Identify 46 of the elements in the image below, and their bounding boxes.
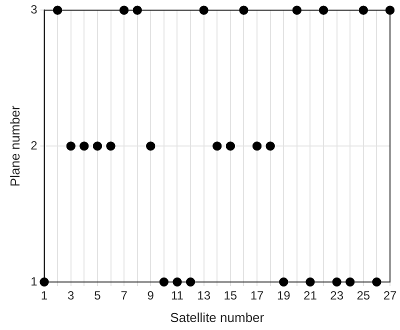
point [186, 278, 196, 286]
point [252, 142, 262, 151]
point [279, 278, 288, 286]
x-tick-label: 23 [330, 288, 344, 303]
point [306, 278, 315, 286]
y-tick-label: 3 [30, 2, 38, 17]
x-axis-title: Satellite number [170, 310, 265, 325]
point [319, 6, 328, 15]
y-axis-title: Plane number [7, 104, 22, 187]
point [199, 6, 208, 15]
point [53, 6, 62, 15]
point [372, 278, 382, 286]
x-tick-label: 3 [68, 288, 75, 303]
point [106, 142, 116, 151]
x-tick-label: 15 [224, 288, 238, 303]
point [146, 142, 156, 151]
point [332, 278, 342, 286]
x-tick-label: 9 [147, 288, 154, 303]
point [386, 6, 394, 15]
point [226, 142, 235, 151]
x-tick-label: 13 [197, 288, 211, 303]
point [358, 6, 368, 15]
point [132, 6, 142, 15]
x-tick-label: 7 [120, 288, 128, 303]
y-tick-label: 1 [30, 274, 38, 288]
x-tick-label: 11 [171, 288, 184, 303]
point [40, 278, 49, 286]
point [92, 142, 102, 151]
point [266, 142, 275, 151]
x-tick-label: 27 [383, 288, 397, 303]
point [120, 6, 129, 15]
x-tick-label: 19 [276, 288, 291, 303]
point [80, 142, 89, 151]
x-tick-label: 17 [250, 288, 264, 303]
point [66, 142, 76, 151]
y-tick-label: 2 [30, 138, 38, 152]
x-tick-label: 25 [356, 288, 370, 303]
point [346, 278, 355, 286]
point [212, 142, 222, 151]
point [159, 278, 168, 286]
point [172, 278, 182, 286]
x-tick-label: 5 [94, 288, 102, 303]
x-tick-label: 1 [40, 288, 48, 303]
x-tick-label: 21 [304, 288, 318, 303]
point [239, 6, 248, 15]
point [292, 6, 302, 15]
